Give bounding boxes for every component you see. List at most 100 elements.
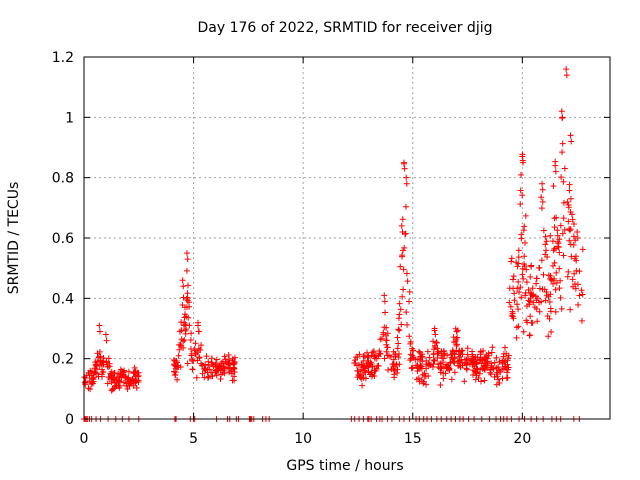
data-point xyxy=(558,174,565,181)
data-point xyxy=(133,384,140,391)
data-point xyxy=(560,178,567,185)
data-point xyxy=(179,277,186,284)
data-point xyxy=(518,294,525,301)
data-point xyxy=(549,238,556,245)
data-point xyxy=(395,315,402,322)
data-point xyxy=(528,262,535,269)
data-point xyxy=(510,273,517,280)
data-point xyxy=(527,273,534,280)
data-point xyxy=(522,212,529,219)
data-point xyxy=(218,371,225,378)
data-point xyxy=(539,186,546,193)
data-point xyxy=(199,370,206,377)
data-point xyxy=(357,368,364,375)
data-point xyxy=(395,354,402,361)
data-point xyxy=(96,353,103,360)
data-point xyxy=(208,359,215,366)
data-point xyxy=(440,375,447,382)
data-point xyxy=(202,361,209,368)
data-point xyxy=(538,257,545,264)
data-point xyxy=(430,356,437,363)
data-point xyxy=(205,373,212,380)
data-point xyxy=(175,362,182,369)
data-point xyxy=(127,378,134,385)
data-point xyxy=(453,348,460,355)
data-point xyxy=(396,327,403,334)
data-point xyxy=(506,299,513,306)
data-point xyxy=(224,358,231,365)
data-point xyxy=(180,294,187,301)
data-point xyxy=(469,348,476,355)
data-point xyxy=(433,339,440,346)
data-point xyxy=(437,369,444,376)
data-point xyxy=(557,277,564,284)
data-point xyxy=(517,187,524,194)
data-point xyxy=(115,378,122,385)
data-point xyxy=(396,300,403,307)
data-point xyxy=(513,259,520,266)
data-point xyxy=(526,331,533,338)
data-point xyxy=(576,268,583,275)
data-point xyxy=(556,236,563,243)
data-point xyxy=(398,321,405,328)
data-point xyxy=(400,266,407,273)
data-point xyxy=(353,362,360,369)
data-point xyxy=(515,323,522,330)
data-point xyxy=(575,301,582,308)
data-point xyxy=(176,328,183,335)
data-point xyxy=(403,174,410,181)
data-point xyxy=(573,267,580,274)
data-point xyxy=(423,381,430,388)
data-point xyxy=(538,194,545,201)
data-point xyxy=(431,357,438,364)
data-point xyxy=(441,350,448,357)
data-point xyxy=(515,278,522,285)
data-point xyxy=(525,286,532,293)
data-point xyxy=(550,262,557,269)
data-point xyxy=(542,241,549,248)
data-point xyxy=(521,239,528,246)
data-point xyxy=(450,339,457,346)
data-point xyxy=(566,181,573,188)
data-point xyxy=(519,271,526,278)
data-point xyxy=(569,216,576,223)
data-point xyxy=(189,356,196,363)
data-point xyxy=(98,366,105,373)
data-point xyxy=(180,338,187,345)
data-point xyxy=(399,216,406,223)
data-point xyxy=(173,357,180,364)
data-point xyxy=(527,295,534,302)
data-point xyxy=(561,165,568,172)
data-point xyxy=(109,386,116,393)
data-point xyxy=(450,358,457,365)
data-point xyxy=(116,384,123,391)
data-point xyxy=(522,292,529,299)
data-point xyxy=(368,352,375,359)
data-point xyxy=(403,309,410,316)
data-point xyxy=(353,354,360,361)
data-point xyxy=(579,291,586,298)
data-point xyxy=(377,350,384,357)
data-point xyxy=(176,341,183,348)
data-point xyxy=(413,362,420,369)
data-point xyxy=(536,308,543,315)
data-point xyxy=(515,254,522,261)
data-point xyxy=(204,366,211,373)
data-point xyxy=(409,352,416,359)
data-point xyxy=(568,211,575,218)
y-tick-label: 0.2 xyxy=(52,352,74,368)
data-point xyxy=(87,386,94,393)
data-point xyxy=(401,244,408,251)
data-point xyxy=(399,228,406,235)
data-point xyxy=(463,365,470,372)
data-point xyxy=(519,159,526,166)
data-point xyxy=(186,322,193,329)
data-point xyxy=(131,378,138,385)
y-axis-label: SRMTID / TECUs xyxy=(6,182,22,295)
data-point xyxy=(526,301,533,308)
data-point xyxy=(170,357,177,364)
data-point xyxy=(530,291,537,298)
data-point xyxy=(384,344,391,351)
data-point xyxy=(463,360,470,367)
